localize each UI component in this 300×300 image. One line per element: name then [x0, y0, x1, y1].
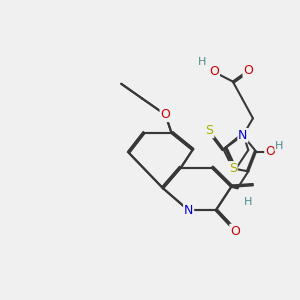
- Text: O: O: [209, 65, 219, 79]
- Text: H: H: [275, 141, 284, 151]
- Text: O: O: [160, 108, 170, 121]
- Text: N: N: [184, 204, 193, 217]
- Text: O: O: [243, 64, 253, 77]
- Text: S: S: [229, 162, 237, 175]
- Text: N: N: [238, 129, 248, 142]
- Text: O: O: [265, 145, 275, 158]
- Text: H: H: [198, 57, 206, 67]
- Text: O: O: [230, 224, 240, 238]
- Text: S: S: [206, 124, 214, 137]
- Text: H: H: [244, 196, 253, 207]
